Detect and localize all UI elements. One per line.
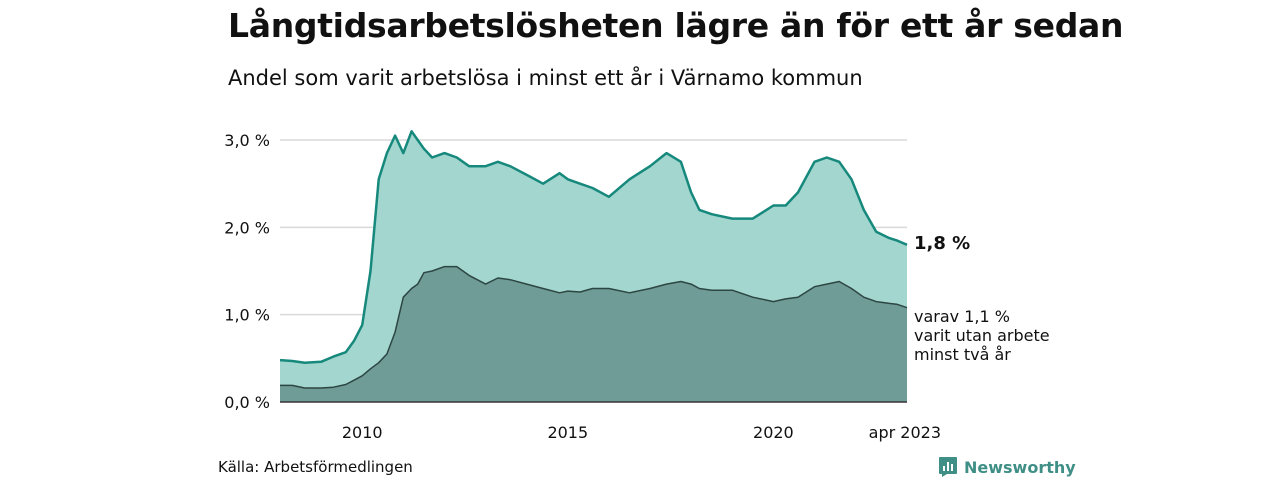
line-sub [280, 265, 908, 389]
sub-end-label: varav 1,1 % [914, 307, 1010, 326]
chart-title: Långtidsarbetslösheten lägre än för ett … [228, 6, 1124, 45]
y-tick-label: 0,0 % [224, 393, 270, 412]
brand-name: Newsworthy [964, 457, 1076, 477]
brand-logo[interactable]: Newsworthy [938, 456, 1076, 478]
source-note: Källa: Arbetsförmedlingen [218, 458, 413, 476]
area-sub [280, 266, 907, 402]
y-tick-label: 1,0 % [224, 306, 270, 325]
x-tick-label: 2015 [547, 423, 588, 442]
x-tick-label: 2020 [753, 423, 794, 442]
chart-areas [279, 130, 908, 403]
sub-end-label: minst två år [914, 345, 1011, 364]
x-axis: 2010 2015 2020 apr 2023 [342, 423, 941, 442]
x-tick-label: 2010 [342, 423, 383, 442]
newsworthy-logo-icon [939, 457, 957, 477]
y-tick-label: 3,0 % [224, 131, 270, 150]
x-tick-label: apr 2023 [869, 423, 941, 442]
line-total [279, 130, 908, 364]
y-axis: 0,0 % 1,0 % 2,0 % 3,0 % [224, 131, 270, 412]
total-end-label: 1,8 % [914, 233, 970, 254]
sub-end-label: varit utan arbete [914, 326, 1050, 345]
chart-subtitle: Andel som varit arbetslösa i minst ett å… [228, 66, 863, 90]
y-tick-label: 2,0 % [224, 218, 270, 237]
